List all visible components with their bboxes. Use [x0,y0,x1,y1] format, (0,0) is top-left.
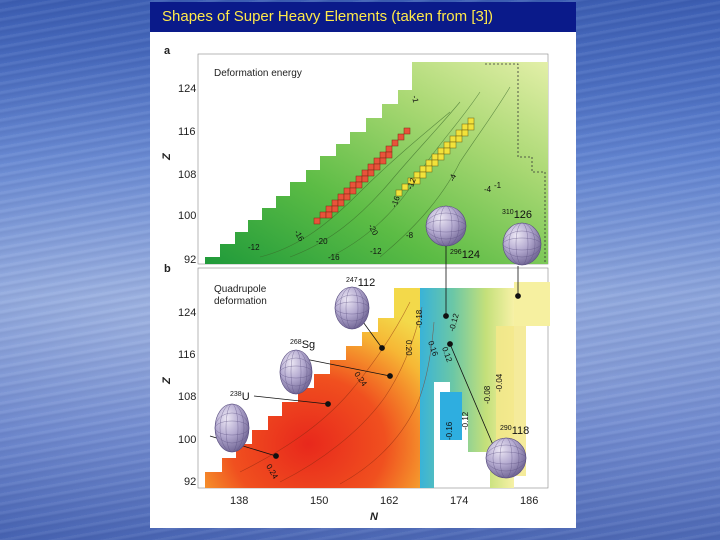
panel-b-contour-label: -0.12 [461,411,470,430]
nucleus-label: 268Sg [290,339,315,351]
nucleus-symbol: Sg [302,339,315,351]
nucleus-mass: 290 [500,425,512,432]
panel-b-contour-label: 0.20 [404,340,413,356]
panel-a-contour-label: -1 [410,95,420,104]
panel-b-letter: b [164,263,171,275]
panel-a-contour-label: -16 [328,253,340,262]
panel-b-x-tick: 174 [450,495,468,507]
panel-a-y-tick: 100 [178,210,196,222]
panel-a-dashed-boundary [485,63,546,264]
panel-b-contour-label: -0.16 [445,421,454,440]
nucleus-label: 310126 [502,209,532,221]
nucleus-label: 290118 [500,425,529,437]
nucleus-label: 296124 [450,249,480,261]
nucleus-mass: 268 [290,339,302,346]
sphere-247-112 [334,286,370,330]
panel-a-contour-label: -12 [405,176,418,190]
panel-b-contours [239,301,435,485]
nucleus-label: 238U [230,391,250,403]
panel-a-contour-label: -1 [494,181,502,190]
panel-a-contour-label: -12 [248,243,260,252]
slide-title: Shapes of Super Heavy Elements (taken fr… [150,2,576,32]
nucleus-mass: 296 [450,249,462,256]
panel-a-y-tick: 116 [178,126,196,138]
panel-a-yellow-nuclei-markers [395,117,475,197]
panel-b-right-map [420,288,514,488]
panel-b-title-line1: Quadrupole [214,284,267,295]
panel-a-contour-label: -20 [316,237,328,246]
panel-b-y-tick: 92 [184,476,196,488]
panel-a-contour-label: -16 [389,194,402,208]
nucleus-mass: 238 [230,391,242,398]
nucleus-symbol: 112 [358,277,376,289]
figure-image: a Deformation energy Z 124 116 108 100 9… [150,32,576,528]
sphere-238-u [214,403,250,453]
panel-a-y-tick: 92 [184,254,196,266]
nucleus-mass: 310 [502,209,514,216]
nucleus-symbol: 126 [514,209,532,221]
panel-a-contour-label: -4 [447,172,458,182]
panel-b-title-line2: deformation [214,296,267,307]
figure-svg: a Deformation energy Z 124 116 108 100 9… [161,45,550,523]
panel-b-x-tick: 162 [380,495,398,507]
panel-b-blue-island [440,392,462,440]
nucleus-symbol: U [242,391,250,403]
panel-a-y-tick: 108 [178,169,196,181]
panel-b-contour-label: -0.04 [495,373,504,392]
panel-a-title: Deformation energy [214,68,302,79]
panel-b-x-tick: 186 [520,495,538,507]
sphere-310-126 [502,222,542,266]
panel-a-y-axis-label: Z [161,152,173,161]
panel-b-y-tick: 108 [178,391,196,403]
panel-a-red-nuclei-markers [313,127,411,225]
panel-a-contour-label: -8 [406,231,414,240]
panel-b-y-tick: 124 [178,307,196,319]
nucleus-mass: 247 [346,277,358,284]
panel-b-x-tick: 138 [230,495,248,507]
panel-a-contour-label: -12 [370,247,382,256]
nucleus-symbol: 124 [462,249,480,261]
nucleus-label: 247112 [346,277,375,289]
sphere-268-sg [279,349,313,395]
panel-b-contour-label: -0.08 [483,385,492,404]
panel-b-y-axis-label: Z [161,376,173,385]
panel-b-x-axis-label: N [370,511,379,523]
sphere-296-124 [425,205,467,247]
panel-b-contour-label: -0.18 [415,309,424,328]
panel-a-contour-label: -4 [484,185,492,194]
nucleus-symbol: 118 [512,425,530,437]
sphere-290-118 [485,437,527,479]
panel-a-letter: a [164,45,171,57]
panel-b-top-right-block [514,282,550,326]
panel-a-y-tick: 124 [178,83,196,95]
panel-b-y-tick: 100 [178,434,196,446]
panel-b-x-tick: 150 [310,495,328,507]
panel-b-y-tick: 116 [178,349,196,361]
panel-b-deformation-map [205,288,434,488]
